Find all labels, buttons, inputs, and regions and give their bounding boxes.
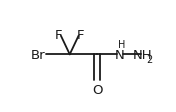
Text: F: F (55, 29, 63, 42)
Text: O: O (92, 83, 102, 96)
Text: Br: Br (31, 48, 46, 61)
Text: N: N (115, 48, 124, 61)
Text: F: F (77, 29, 84, 42)
Text: 2: 2 (146, 54, 152, 64)
Text: NH: NH (133, 48, 153, 61)
Text: H: H (118, 40, 125, 50)
